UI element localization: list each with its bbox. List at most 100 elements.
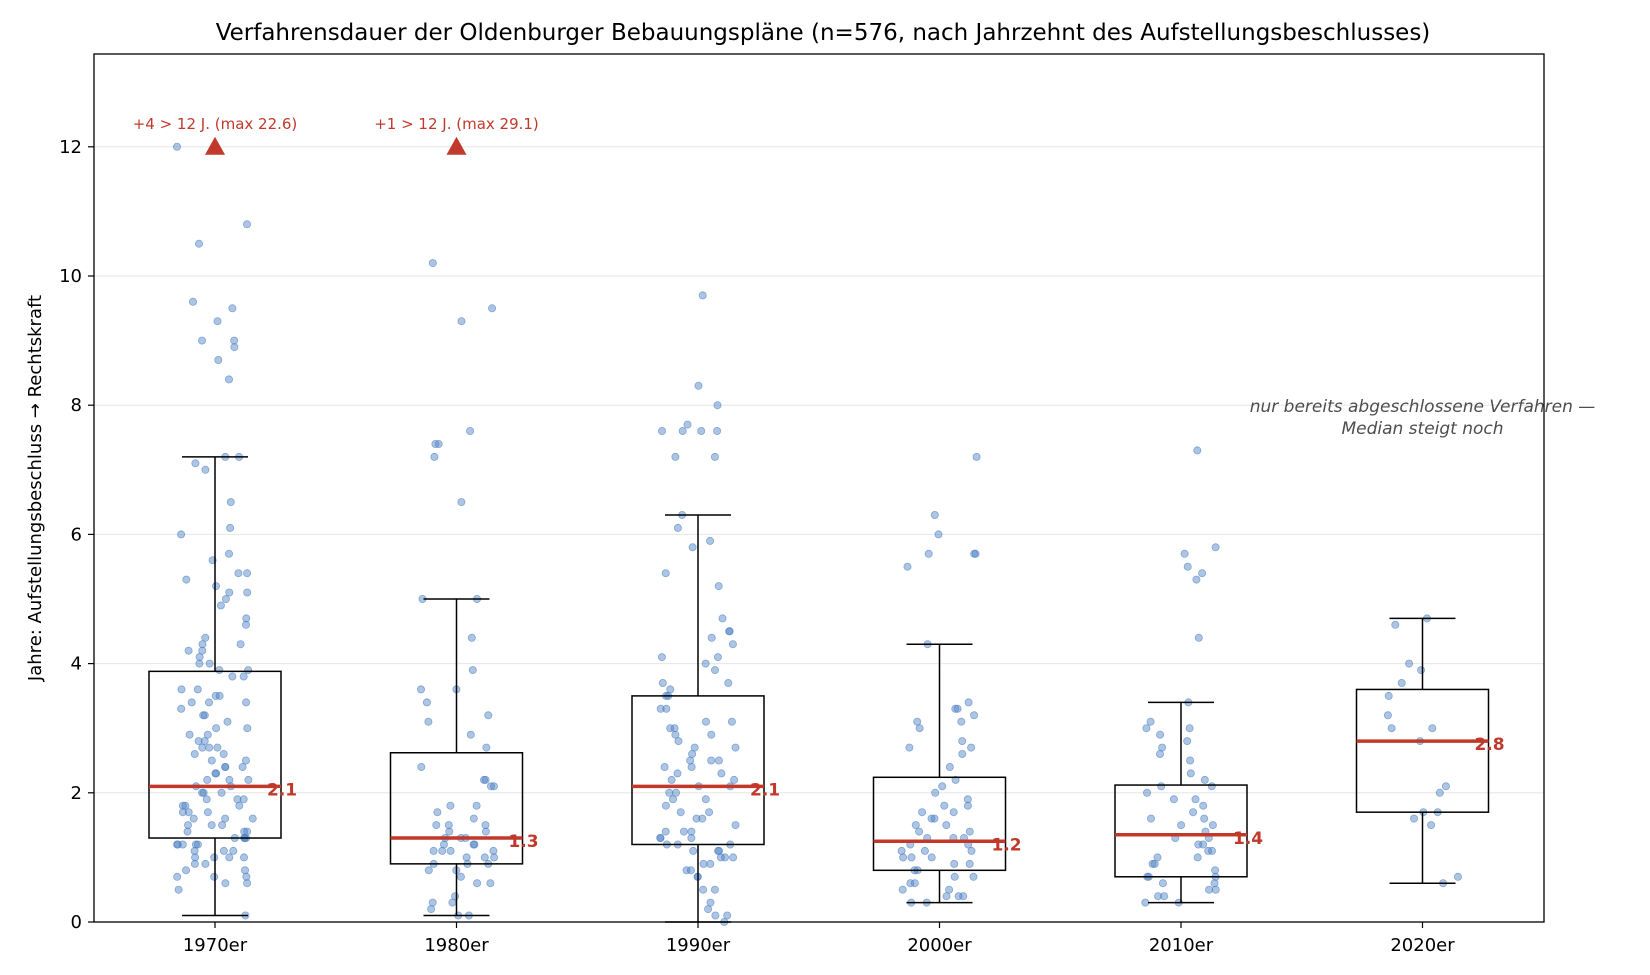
data-point [1207, 782, 1216, 791]
data-point [710, 885, 719, 894]
data-point [701, 795, 710, 804]
data-point [958, 737, 967, 746]
data-point [184, 808, 193, 817]
data-point [692, 814, 701, 823]
data-point [699, 885, 708, 894]
data-point [1158, 879, 1167, 888]
data-point [219, 846, 228, 855]
data-point [1169, 795, 1178, 804]
data-point [714, 582, 723, 591]
x-tick-label: 1980er [424, 935, 489, 956]
data-point [190, 750, 199, 759]
x-tick-label: 1970er [183, 935, 248, 956]
data-point [686, 756, 695, 765]
data-point [1186, 769, 1195, 778]
data-point [729, 853, 738, 862]
data-point [730, 775, 739, 784]
data-point [673, 769, 682, 778]
data-point [687, 834, 696, 843]
data-point [713, 401, 722, 410]
data-point [422, 698, 431, 707]
chart-title: Verfahrensdauer der Oldenburger Bebauung… [216, 20, 1431, 46]
data-point [676, 808, 685, 817]
box-iqr [631, 695, 765, 846]
data-point [671, 452, 680, 461]
data-point [205, 743, 214, 752]
data-point [214, 355, 223, 364]
data-point [430, 452, 439, 461]
data-point [193, 840, 202, 849]
data-point [938, 782, 947, 791]
data-point [660, 763, 669, 772]
data-point [427, 905, 436, 914]
data-point [1154, 892, 1163, 901]
data-point [1211, 885, 1220, 894]
data-point [954, 892, 963, 901]
data-point [1211, 543, 1220, 552]
data-point [918, 808, 927, 817]
data-point [211, 582, 220, 591]
data-point [967, 846, 976, 855]
data-point [1387, 724, 1396, 733]
data-point [969, 872, 978, 881]
data-point [661, 827, 670, 836]
data-point [225, 853, 234, 862]
data-point [188, 297, 197, 306]
data-point [1384, 691, 1393, 700]
data-point [1194, 633, 1203, 642]
data-point [203, 730, 212, 739]
data-point [725, 627, 734, 636]
data-point [448, 898, 457, 907]
data-point [1194, 840, 1203, 849]
data-point [714, 756, 723, 765]
data-point [945, 763, 954, 772]
x-tick-label: 2020er [1390, 935, 1455, 956]
data-point [489, 782, 498, 791]
data-point [906, 879, 915, 888]
y-tick-label: 10 [59, 266, 82, 287]
data-point [958, 750, 967, 759]
data-point [484, 711, 493, 720]
data-point [689, 846, 698, 855]
data-point [202, 795, 211, 804]
data-point [212, 724, 221, 733]
data-point [221, 814, 230, 823]
data-point [662, 704, 671, 713]
data-point [1150, 859, 1159, 868]
data-point [239, 672, 248, 681]
data-point [713, 426, 722, 435]
data-point [671, 730, 680, 739]
data-point [224, 375, 233, 384]
data-point [223, 717, 232, 726]
data-point [242, 872, 251, 881]
data-point [1186, 756, 1195, 765]
data-point [203, 775, 212, 784]
data-point [456, 872, 465, 881]
data-point [718, 614, 727, 623]
data-point [951, 775, 960, 784]
data-point [688, 750, 697, 759]
data-point [699, 859, 708, 868]
data-point [417, 763, 426, 772]
data-point [682, 866, 691, 875]
data-point [669, 795, 678, 804]
data-point [710, 452, 719, 461]
data-point [428, 898, 437, 907]
data-point [424, 866, 433, 875]
data-point [927, 853, 936, 862]
data-point [723, 911, 732, 920]
data-point [241, 620, 250, 629]
x-axis: 1970er 1980er 1990er 2000er 2010er 2020er [183, 922, 1455, 956]
data-point [673, 523, 682, 532]
data-point [661, 801, 670, 810]
data-point [1180, 549, 1189, 558]
data-point [221, 763, 230, 772]
data-point [472, 801, 481, 810]
data-point [174, 885, 183, 894]
data-point [177, 685, 186, 694]
data-point [468, 666, 477, 675]
data-point [666, 685, 675, 694]
data-point [207, 756, 216, 765]
x-tick-label: 2000er [907, 935, 972, 956]
data-point [221, 879, 230, 888]
